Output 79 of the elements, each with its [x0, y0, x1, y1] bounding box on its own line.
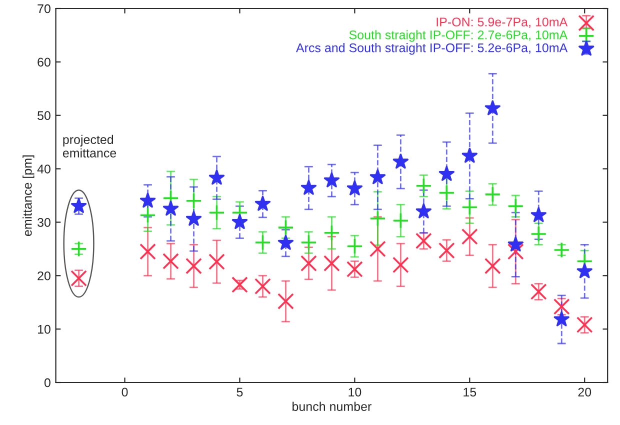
y-tick-label: 30: [38, 218, 50, 227]
point: [576, 263, 592, 278]
x-tick-label: 20: [578, 388, 592, 397]
point: [232, 276, 248, 293]
point: [186, 192, 202, 210]
point: [324, 172, 340, 188]
point: [70, 198, 87, 213]
y-tick-label: 70: [38, 4, 50, 14]
point: [300, 255, 317, 272]
y-tick-label: 20: [38, 271, 50, 280]
x-tick-label: 10: [348, 388, 362, 397]
point: [162, 200, 179, 216]
y-tick-label: 50: [38, 111, 50, 120]
point: [254, 234, 271, 251]
point: [140, 207, 156, 224]
x-tick-label: 5: [236, 388, 243, 397]
x-tick-label: 0: [122, 388, 128, 397]
point: [416, 203, 432, 218]
y-tick-label: 10: [38, 324, 50, 334]
point: [530, 207, 546, 222]
point: [254, 196, 271, 211]
point: [140, 243, 156, 260]
point: [70, 270, 87, 286]
point: [461, 199, 478, 216]
point: [186, 258, 202, 274]
point: [576, 316, 593, 333]
point: [370, 169, 386, 184]
y-tick-label: 0: [44, 378, 50, 388]
point: [254, 278, 271, 295]
point: [278, 234, 294, 250]
point: [553, 298, 570, 315]
y-tick-label: 40: [37, 164, 50, 174]
legend-label: South straight IP-OFF: 2.7e-6Pa, 10mA: [349, 30, 568, 42]
point: [461, 228, 478, 245]
point: [278, 219, 294, 236]
point: [438, 184, 455, 202]
annotation: projected emittance: [62, 134, 116, 158]
x-tick-label: 15: [464, 388, 476, 397]
point: [462, 148, 478, 163]
point: [438, 242, 455, 259]
point: [392, 154, 409, 169]
point: [507, 198, 524, 214]
point: [530, 226, 547, 242]
point: [507, 243, 524, 260]
legend-label: Arcs and South straight IP-OFF: 5.2e-6Pa, 10mA: [296, 43, 568, 55]
point: [484, 100, 500, 116]
point: [140, 192, 156, 208]
point: [208, 204, 225, 221]
point: [415, 178, 432, 194]
point: [415, 232, 432, 250]
point: [554, 311, 570, 326]
x-axis-title: bunch number: [292, 402, 372, 411]
point: [300, 180, 317, 195]
point: [553, 242, 570, 258]
point: [232, 214, 248, 230]
point: [438, 166, 454, 181]
point: [508, 236, 524, 252]
y-axis-title: emittance [pm]: [22, 155, 34, 236]
point: [369, 240, 386, 258]
point: [208, 170, 225, 185]
point: [162, 253, 179, 270]
point: [392, 212, 409, 229]
point: [484, 258, 501, 274]
point: [346, 261, 363, 278]
point: [530, 283, 547, 300]
point: [346, 238, 363, 254]
point: [392, 256, 409, 274]
point: [324, 255, 340, 272]
point: [300, 234, 317, 251]
point: [369, 210, 386, 227]
point: [324, 224, 340, 242]
point: [484, 186, 501, 203]
point: [70, 240, 87, 258]
point: [278, 293, 294, 310]
point: [208, 254, 225, 270]
point: [186, 210, 202, 226]
point: [346, 180, 363, 196]
y-tick-label: 60: [38, 58, 50, 67]
legend-label: IP-ON: 5.9e-7Pa, 10mA: [436, 18, 568, 28]
